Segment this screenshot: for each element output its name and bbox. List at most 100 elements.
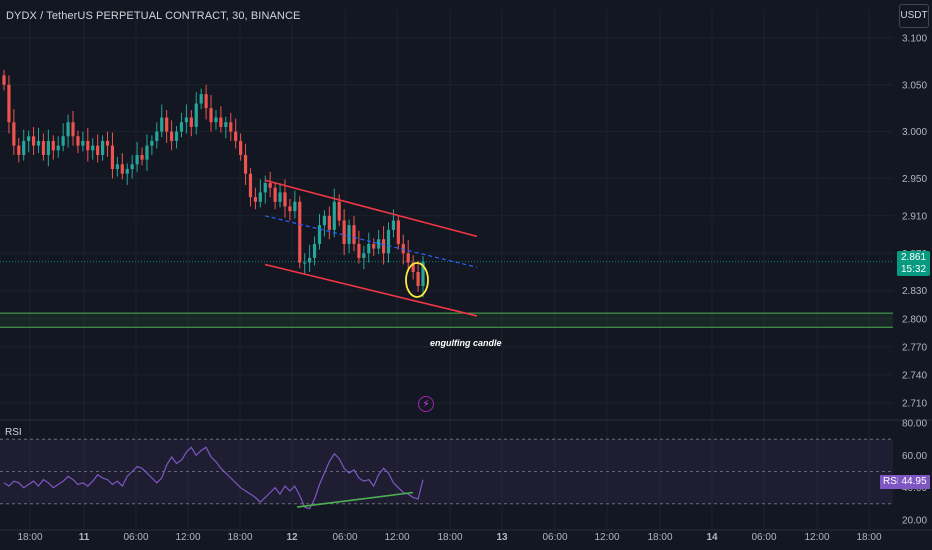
candle-body xyxy=(184,117,188,123)
channel-mid-line xyxy=(264,215,478,268)
candle-body xyxy=(219,117,223,127)
time-axis[interactable]: 18:00 11 06:00 12:00 18:00 12 06:00 12:00 18:00 1… xyxy=(17,532,881,543)
candle-body xyxy=(293,201,297,212)
candle-body xyxy=(155,131,159,141)
candle-body xyxy=(391,220,396,230)
time-tick-label: 12:00 xyxy=(804,532,829,543)
candle-body xyxy=(362,253,366,258)
candle-body xyxy=(41,140,46,155)
candle-body xyxy=(27,136,31,141)
rsi-tick-label: 80.00 xyxy=(902,419,927,430)
rsi-line xyxy=(3,446,424,510)
candle-body xyxy=(278,192,282,202)
candle-body xyxy=(322,215,327,226)
price-tick-label: 2.800 xyxy=(902,314,927,325)
currency-button[interactable]: USDT xyxy=(899,4,929,28)
price-tick-label: 2.830 xyxy=(902,286,927,297)
chart-title: DYDX / TetherUS PERPETUAL CONTRACT, 30, … xyxy=(6,10,301,22)
candle-body xyxy=(283,192,287,207)
candle-body xyxy=(56,145,60,151)
candle-body xyxy=(258,192,262,202)
rsi-badge-value: 44.95 xyxy=(898,475,930,489)
candle-body xyxy=(36,140,41,146)
price-tick-label: 2.910 xyxy=(902,211,927,222)
candle-body xyxy=(130,164,134,170)
time-tick-label: 11 xyxy=(79,532,90,543)
time-tick-label: 13 xyxy=(496,532,508,543)
price-tick-label: 3.050 xyxy=(902,80,927,91)
candle-body xyxy=(214,117,218,123)
price-tick-label: 3.100 xyxy=(902,34,927,45)
candle-body xyxy=(140,154,144,160)
candle-body xyxy=(308,257,312,263)
time-tick-label: 12 xyxy=(286,532,298,543)
rsi-tick-label: 20.00 xyxy=(902,516,927,527)
candlesticks[interactable] xyxy=(2,69,425,298)
lightning-icon[interactable]: ⚡ xyxy=(418,396,434,412)
time-tick-label: 06:00 xyxy=(751,532,776,543)
highlight-circle xyxy=(405,262,429,298)
candle-body xyxy=(234,131,238,141)
rsi-panel[interactable] xyxy=(0,438,893,510)
time-tick-label: 18:00 xyxy=(17,532,42,543)
candle-body xyxy=(204,94,208,109)
candle-body xyxy=(150,140,154,146)
last-price-badge: 2.861 15:32 xyxy=(897,251,930,276)
candle-body xyxy=(332,201,336,230)
price-tick-label: 3.000 xyxy=(902,127,927,138)
time-tick-label: 18:00 xyxy=(227,532,252,543)
annotation-engulfing-candle[interactable]: engulfing candle xyxy=(430,338,502,348)
candle-body xyxy=(372,243,376,249)
candle-body xyxy=(327,215,331,230)
candle-body xyxy=(160,117,164,132)
rsi-badge-name: RSI xyxy=(880,475,903,489)
rsi-divergence-line xyxy=(296,491,414,508)
candle-body xyxy=(174,131,179,141)
rsi-tick-label: 60.00 xyxy=(902,451,927,462)
candle-body xyxy=(209,108,213,123)
candle-body xyxy=(248,173,253,198)
candle-body xyxy=(411,262,415,272)
candle-body xyxy=(189,117,193,127)
candle-body xyxy=(416,271,420,287)
candle-body xyxy=(367,243,371,254)
time-tick-label: 06:00 xyxy=(123,532,148,543)
candle-body xyxy=(298,201,302,263)
candle-body xyxy=(170,131,174,141)
candle-body xyxy=(352,225,356,244)
candle-body xyxy=(243,154,248,174)
last-price-value: 2.861 xyxy=(900,252,927,263)
candle-body xyxy=(7,84,11,123)
support-zone xyxy=(0,261,893,328)
candle-body xyxy=(406,253,410,263)
candle-body xyxy=(76,136,80,146)
candle-body xyxy=(120,164,124,174)
candle-body xyxy=(135,154,139,165)
candle-body xyxy=(81,140,85,146)
time-tick-label: 12:00 xyxy=(175,532,200,543)
candle-body xyxy=(179,122,184,132)
time-tick-label: 14 xyxy=(706,532,718,543)
price-tick-label: 2.770 xyxy=(902,342,927,353)
channel-lower-line xyxy=(264,263,478,317)
candle-body xyxy=(91,145,95,151)
candle-body xyxy=(401,243,405,254)
candle-body xyxy=(105,140,110,146)
candle-body xyxy=(224,122,228,127)
trend-channel[interactable] xyxy=(264,179,478,317)
candle-body xyxy=(110,145,115,170)
candle-body xyxy=(342,220,346,244)
candle-body xyxy=(381,239,386,254)
candle-body xyxy=(165,117,169,132)
candle-body xyxy=(229,122,233,132)
candle-body xyxy=(51,140,55,151)
candle-body xyxy=(31,136,36,146)
candle-body xyxy=(357,243,361,258)
candle-body xyxy=(396,220,400,244)
price-tick-label: 2.710 xyxy=(902,399,927,410)
time-tick-label: 18:00 xyxy=(437,532,462,543)
channel-upper-line xyxy=(264,179,478,238)
rsi-indicator-label[interactable]: RSI xyxy=(5,427,22,438)
